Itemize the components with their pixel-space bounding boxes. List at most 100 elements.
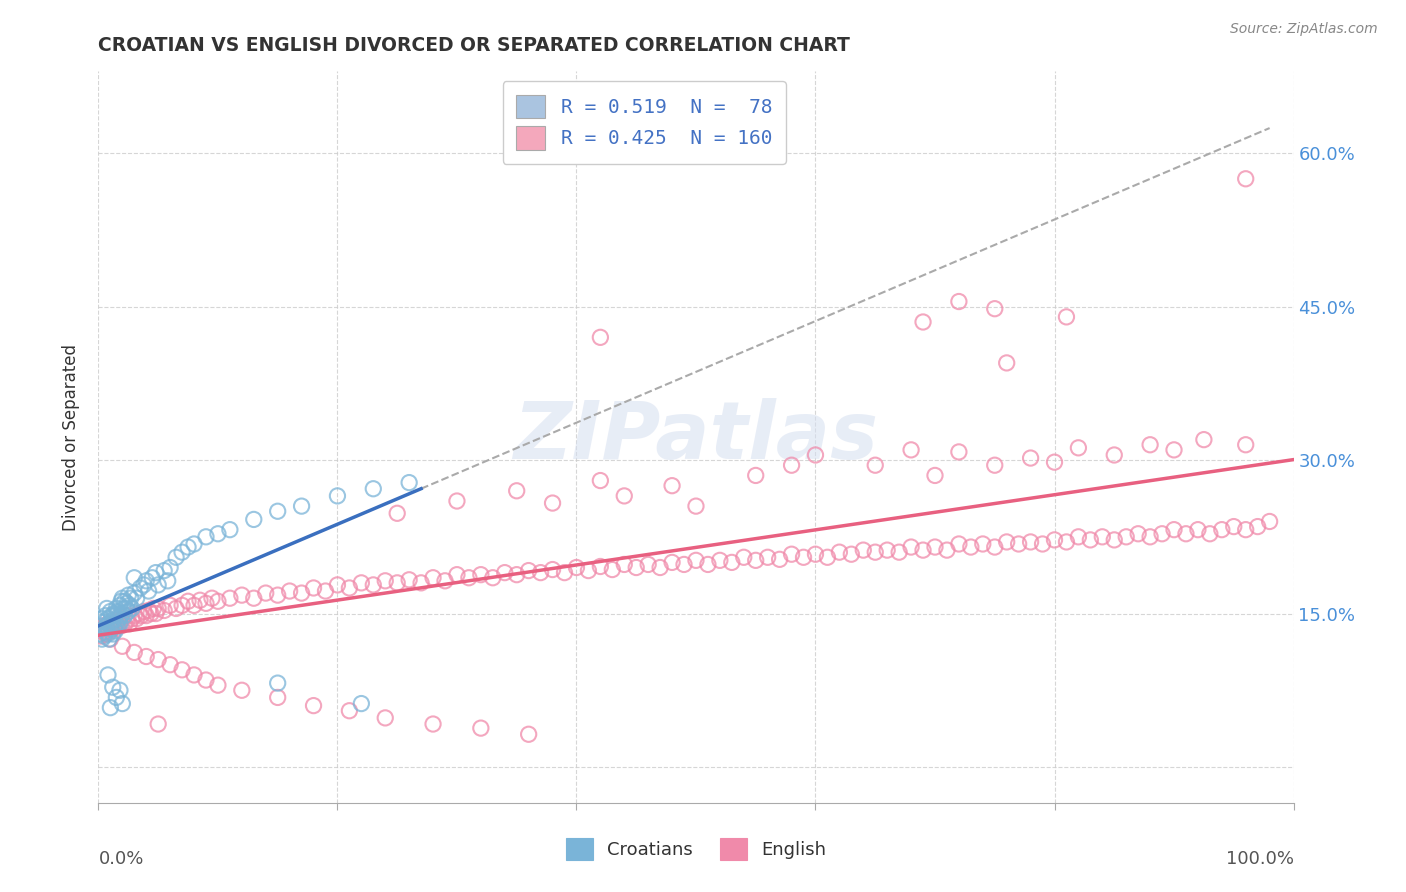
Point: [589, 474, 612, 488]
Point: [153, 603, 176, 617]
Point: [108, 683, 131, 698]
Point: [110, 619, 132, 633]
Legend: Croatians, English: Croatians, English: [558, 830, 834, 867]
Point: [97, 627, 120, 641]
Point: [93, 629, 115, 643]
Point: [103, 607, 125, 621]
Point: [172, 599, 194, 613]
Point: [876, 543, 898, 558]
Point: [100, 622, 122, 636]
Point: [673, 558, 696, 572]
Point: [121, 612, 143, 626]
Point: [1211, 523, 1233, 537]
Point: [685, 553, 707, 567]
Point: [697, 558, 720, 572]
Point: [1019, 451, 1042, 466]
Point: [145, 566, 167, 580]
Point: [422, 717, 444, 731]
Point: [745, 553, 768, 567]
Text: 100.0%: 100.0%: [1226, 850, 1294, 868]
Point: [97, 668, 120, 682]
Point: [117, 605, 139, 619]
Point: [142, 601, 165, 615]
Point: [1115, 530, 1137, 544]
Point: [112, 601, 135, 615]
Point: [104, 624, 127, 638]
Point: [201, 591, 224, 606]
Point: [804, 547, 827, 561]
Point: [115, 601, 138, 615]
Point: [780, 547, 803, 561]
Point: [111, 591, 134, 606]
Point: [339, 581, 361, 595]
Point: [231, 683, 253, 698]
Point: [721, 555, 744, 569]
Point: [1067, 441, 1090, 455]
Point: [589, 559, 612, 574]
Point: [1192, 433, 1215, 447]
Point: [302, 581, 325, 595]
Point: [138, 584, 160, 599]
Point: [104, 608, 127, 623]
Point: [815, 550, 838, 565]
Point: [984, 458, 1007, 473]
Point: [115, 614, 138, 628]
Point: [1234, 523, 1257, 537]
Point: [108, 615, 131, 629]
Point: [219, 523, 242, 537]
Point: [188, 593, 211, 607]
Point: [148, 601, 170, 615]
Point: [278, 584, 301, 599]
Point: [1163, 442, 1185, 457]
Point: [350, 575, 373, 590]
Point: [141, 571, 163, 585]
Point: [852, 543, 875, 558]
Point: [315, 584, 337, 599]
Point: [1175, 526, 1198, 541]
Point: [105, 616, 128, 631]
Point: [107, 605, 129, 619]
Point: [121, 601, 143, 615]
Point: [1056, 535, 1078, 549]
Point: [148, 717, 170, 731]
Point: [96, 622, 118, 636]
Point: [195, 596, 218, 610]
Point: [374, 711, 396, 725]
Point: [1080, 533, 1102, 547]
Point: [148, 652, 170, 666]
Point: [105, 690, 128, 705]
Point: [108, 599, 131, 613]
Point: [110, 608, 132, 623]
Point: [132, 605, 155, 619]
Point: [1104, 448, 1126, 462]
Point: [124, 645, 146, 659]
Point: [1104, 533, 1126, 547]
Point: [91, 632, 114, 647]
Text: ZIPatlas: ZIPatlas: [513, 398, 879, 476]
Point: [101, 616, 124, 631]
Point: [107, 619, 129, 633]
Point: [613, 558, 636, 572]
Point: [565, 560, 588, 574]
Point: [183, 668, 205, 682]
Point: [756, 550, 779, 565]
Point: [103, 620, 125, 634]
Point: [470, 567, 492, 582]
Point: [243, 512, 266, 526]
Point: [828, 545, 851, 559]
Point: [995, 535, 1018, 549]
Point: [517, 727, 540, 741]
Point: [984, 540, 1007, 554]
Point: [1139, 438, 1161, 452]
Point: [1223, 519, 1246, 533]
Point: [326, 578, 349, 592]
Point: [911, 543, 934, 558]
Point: [159, 599, 181, 613]
Point: [124, 586, 146, 600]
Point: [125, 591, 148, 606]
Point: [1128, 526, 1150, 541]
Point: [98, 616, 121, 631]
Point: [117, 588, 139, 602]
Point: [267, 676, 290, 690]
Point: [165, 550, 187, 565]
